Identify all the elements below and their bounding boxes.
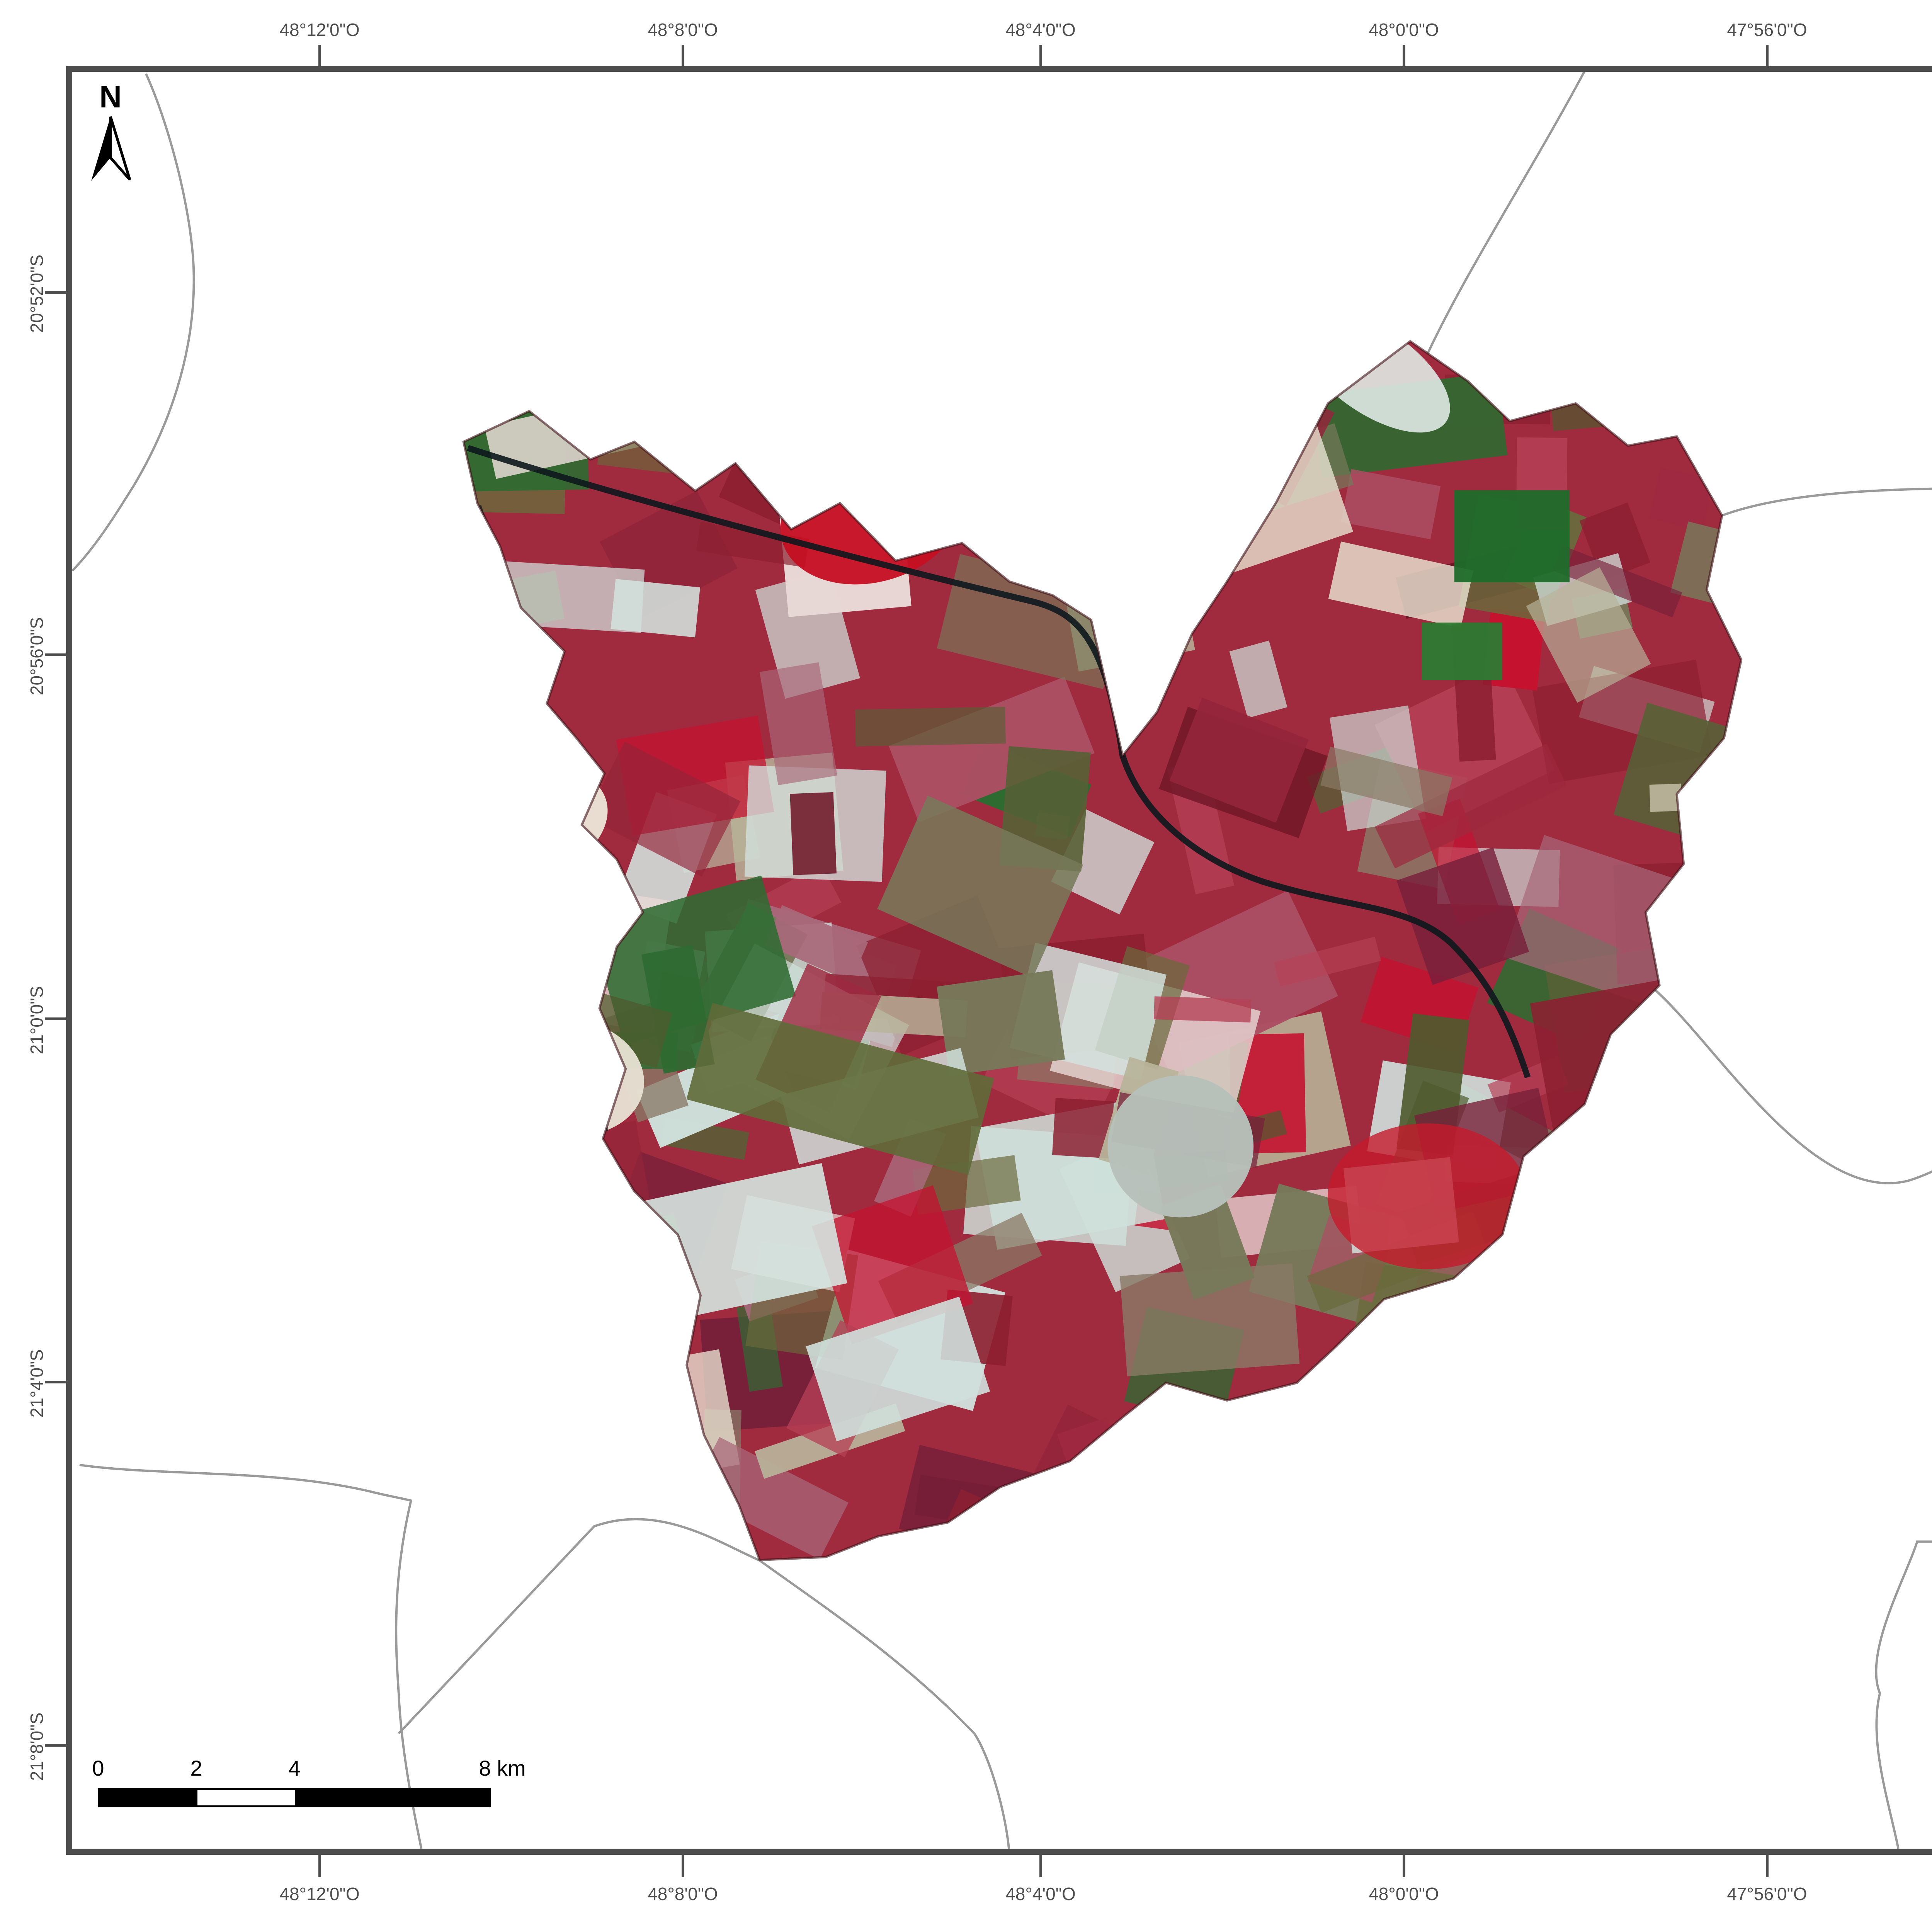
tick-top-1 <box>318 45 321 66</box>
tick-top-2 <box>682 45 684 66</box>
lon-label-top-4: 48°0'0"O <box>1369 20 1439 40</box>
tick-left-1 <box>45 291 66 294</box>
lon-label-top-2: 48°8'0"O <box>648 20 718 40</box>
tick-left-3 <box>45 1017 66 1020</box>
tick-bottom-2 <box>682 1855 684 1877</box>
scalebar-label-2: 2 <box>190 1756 202 1780</box>
tick-top-3 <box>1039 45 1042 66</box>
scale-bar <box>98 1788 491 1807</box>
lon-label-top-3: 48°4'0"O <box>1005 20 1076 40</box>
map-canvas <box>66 66 1932 1855</box>
tick-bottom-5 <box>1766 1855 1769 1877</box>
lat-label-3: 21°0'0"S <box>27 986 47 1055</box>
lon-label-bottom-3: 48°4'0"O <box>1005 1884 1076 1904</box>
lat-label-2: 20°56'0"S <box>27 617 47 696</box>
rapideye-mosaic <box>463 341 1742 1560</box>
tick-left-5 <box>45 1744 66 1747</box>
lon-label-top-1: 48°12'0"O <box>279 20 360 40</box>
lat-label-1: 20°52'0"S <box>27 254 47 333</box>
municipal-boundary-lines <box>72 72 1932 1849</box>
lon-label-top-5: 47°56'0"O <box>1727 20 1807 40</box>
tick-bottom-3 <box>1039 1855 1042 1877</box>
lon-label-bottom-1: 48°12'0"O <box>279 1884 360 1904</box>
scale-seg-3 <box>294 1790 489 1805</box>
tick-bottom-1 <box>318 1855 321 1877</box>
tick-top-5 <box>1766 45 1769 66</box>
tick-left-2 <box>45 653 66 656</box>
scalebar-label-4: 4 <box>288 1756 301 1780</box>
river-line <box>467 445 1531 1079</box>
north-arrow-icon <box>91 116 131 181</box>
tick-left-4 <box>45 1381 66 1383</box>
urban-area <box>1107 1075 1254 1218</box>
scale-seg-2 <box>197 1790 295 1805</box>
map-drawing <box>72 72 1932 1849</box>
lon-label-bottom-2: 48°8'0"O <box>648 1884 718 1904</box>
scale-seg-1 <box>100 1790 197 1805</box>
lat-label-5: 21°8'0"S <box>27 1712 47 1781</box>
lon-label-bottom-5: 47°56'0"O <box>1727 1884 1807 1904</box>
tick-bottom-4 <box>1403 1855 1405 1877</box>
lat-label-4: 21°4'0"S <box>27 1349 47 1418</box>
municipality-outline <box>462 340 1743 1562</box>
scalebar-label-0: 0 <box>92 1756 104 1780</box>
tick-top-4 <box>1403 45 1405 66</box>
north-label: N <box>99 80 122 114</box>
scalebar-label-8km: 8 km <box>479 1756 526 1780</box>
lon-label-bottom-4: 48°0'0"O <box>1369 1884 1439 1904</box>
